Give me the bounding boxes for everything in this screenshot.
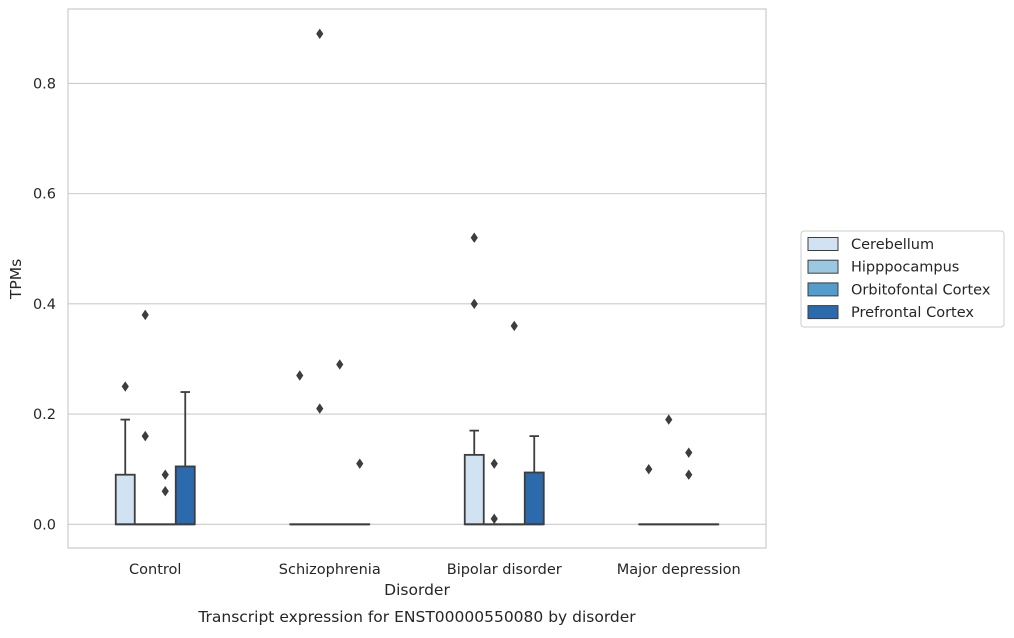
- box-rect: [525, 472, 544, 524]
- outlier-marker: [162, 486, 169, 496]
- box-0-0: [116, 381, 135, 524]
- legend-label: Cerebellum: [851, 237, 934, 253]
- outlier-marker: [356, 458, 363, 468]
- y-axis-ticks: 0.0 0.2 0.4 0.6 0.8: [33, 76, 56, 533]
- legend-swatch: [808, 238, 838, 251]
- grid-lines: [68, 83, 766, 524]
- y-tick-label: 0.6: [33, 187, 56, 203]
- box-1-1: [310, 29, 329, 525]
- plot-area-frame: [68, 9, 766, 548]
- legend-label: Hipppocampus: [851, 260, 959, 276]
- legend-swatch: [808, 306, 838, 319]
- box-rect: [465, 455, 484, 524]
- box-1-3: [659, 414, 678, 524]
- legend-label: Orbitofontal Cortex: [851, 282, 991, 298]
- legend-swatch: [808, 283, 838, 296]
- outlier-marker: [316, 29, 323, 39]
- outlier-marker: [511, 321, 518, 331]
- outlier-marker: [471, 233, 478, 243]
- box-0-1: [290, 370, 309, 524]
- box-1-2: [485, 458, 504, 524]
- box-2-0: [156, 470, 175, 525]
- legend-label: Prefrontal Cortex: [851, 305, 974, 321]
- outlier-marker: [142, 310, 149, 320]
- x-axis-ticks: Control Schizophrenia Bipolar disorder Majo…: [129, 562, 741, 578]
- box-3-2: [525, 436, 544, 524]
- box-3-1: [350, 458, 369, 524]
- outlier-marker: [336, 359, 343, 369]
- x-tick-label: Major depression: [617, 562, 741, 578]
- outlier-marker: [685, 470, 692, 480]
- outlier-marker: [685, 447, 692, 457]
- outlier-marker: [162, 470, 169, 480]
- x-axis-label: Disorder: [384, 581, 450, 599]
- x-tick-label: Schizophrenia: [279, 562, 381, 578]
- box-2-3: [679, 447, 698, 524]
- outlier-marker: [471, 299, 478, 309]
- x-tick-label: Bipolar disorder: [447, 562, 562, 578]
- chart-caption: Transcript expression for ENST0000055008…: [197, 608, 636, 626]
- y-tick-label: 0.8: [33, 76, 56, 92]
- outlier-marker: [645, 464, 652, 474]
- outlier-marker: [665, 414, 672, 424]
- y-axis-label: TPMs: [7, 259, 25, 300]
- box-2-1: [330, 359, 349, 524]
- box-series: [116, 29, 719, 525]
- outlier-marker: [296, 370, 303, 380]
- box-0-2: [465, 233, 484, 525]
- outlier-marker: [122, 381, 129, 391]
- box-1-0: [136, 310, 155, 525]
- box-rect: [116, 475, 135, 525]
- y-tick-label: 0.2: [33, 407, 56, 423]
- legend: Cerebellum Hipppocampus Orbitofontal Corte…: [801, 231, 1004, 327]
- box-2-2: [505, 321, 524, 525]
- outlier-marker: [491, 458, 498, 468]
- outlier-marker: [316, 403, 323, 413]
- x-tick-label: Control: [129, 562, 181, 578]
- y-tick-label: 0.4: [33, 297, 56, 313]
- outlier-marker: [142, 431, 149, 441]
- outlier-marker: [491, 514, 498, 524]
- legend-swatch: [808, 260, 838, 273]
- box-3-0: [176, 392, 195, 524]
- box-0-3: [639, 464, 658, 524]
- y-tick-label: 0.0: [33, 517, 56, 533]
- box-rect: [176, 466, 195, 524]
